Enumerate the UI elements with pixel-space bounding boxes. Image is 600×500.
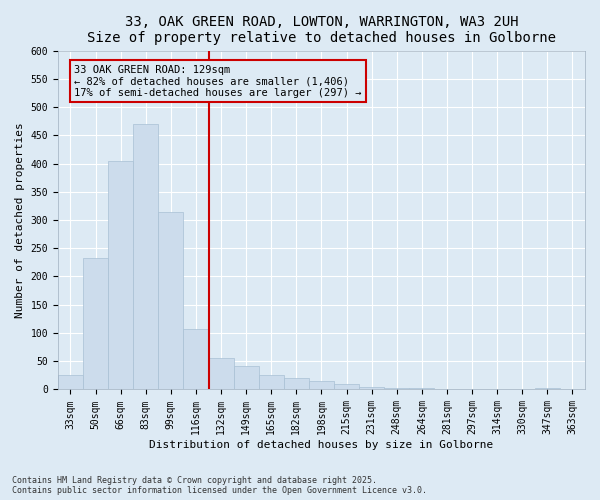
Text: 33 OAK GREEN ROAD: 129sqm
← 82% of detached houses are smaller (1,406)
17% of se: 33 OAK GREEN ROAD: 129sqm ← 82% of detac…	[74, 64, 362, 98]
Bar	[309, 381, 334, 390]
Bar	[409, 388, 434, 390]
Bar	[209, 358, 233, 390]
Title: 33, OAK GREEN ROAD, LOWTON, WARRINGTON, WA3 2UH
Size of property relative to det: 33, OAK GREEN ROAD, LOWTON, WARRINGTON, …	[87, 15, 556, 45]
Bar	[560, 389, 585, 390]
Bar	[259, 376, 284, 390]
Bar	[359, 386, 384, 390]
Bar	[58, 376, 83, 390]
Y-axis label: Number of detached properties: Number of detached properties	[15, 122, 25, 318]
Bar	[485, 389, 510, 390]
Bar	[284, 378, 309, 390]
Bar	[158, 212, 184, 390]
X-axis label: Distribution of detached houses by size in Golborne: Distribution of detached houses by size …	[149, 440, 494, 450]
Bar	[510, 389, 535, 390]
Text: Contains HM Land Registry data © Crown copyright and database right 2025.
Contai: Contains HM Land Registry data © Crown c…	[12, 476, 427, 495]
Bar	[108, 160, 133, 390]
Bar	[334, 384, 359, 390]
Bar	[233, 366, 259, 390]
Bar	[460, 389, 485, 390]
Bar	[184, 329, 209, 390]
Bar	[434, 389, 460, 390]
Bar	[83, 258, 108, 390]
Bar	[384, 388, 409, 390]
Bar	[133, 124, 158, 390]
Bar	[535, 388, 560, 390]
